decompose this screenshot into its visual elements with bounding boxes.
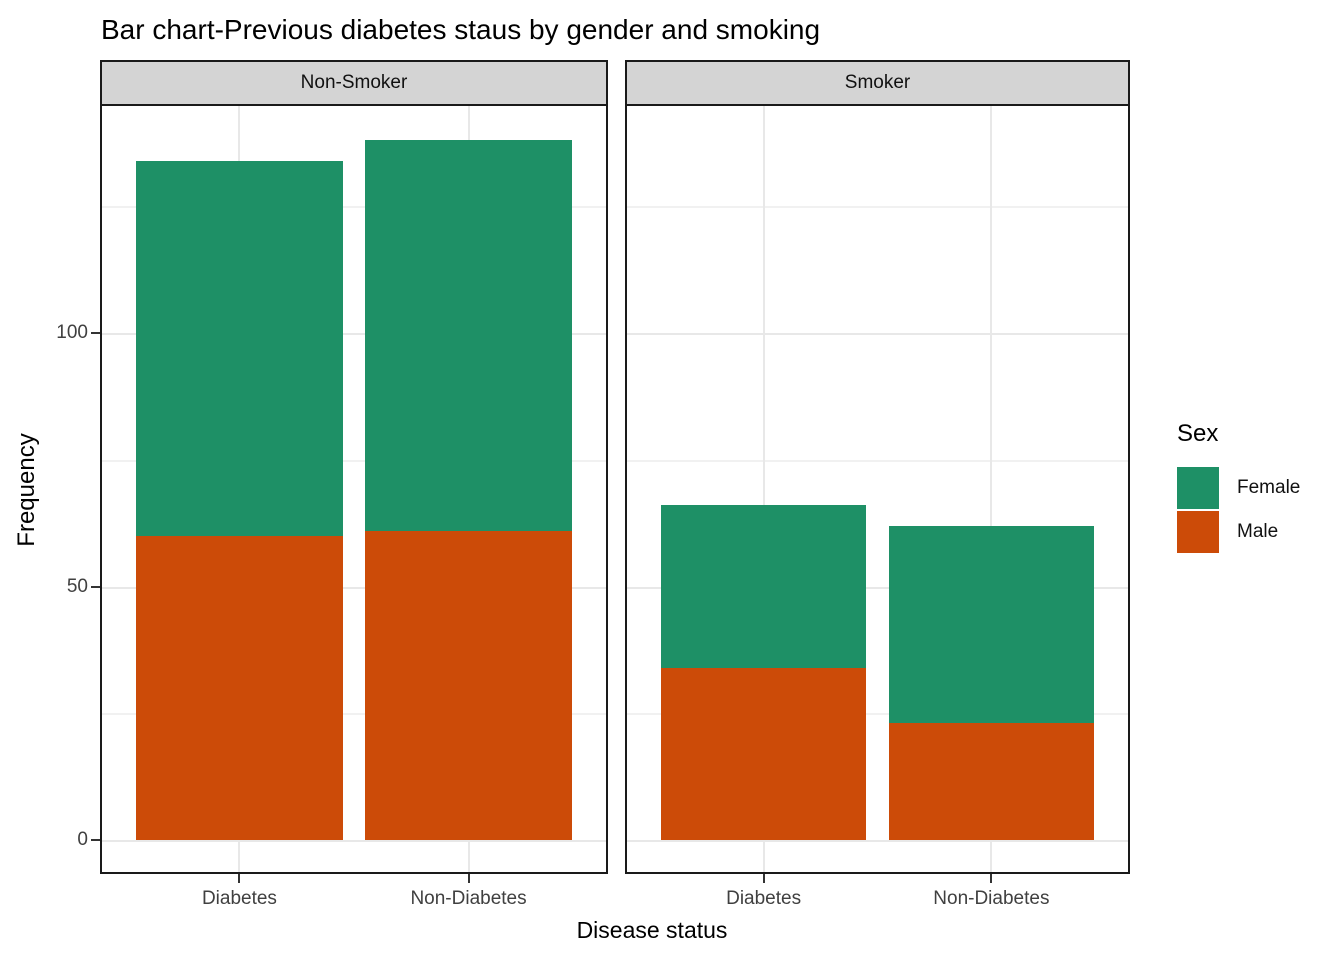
chart-title: Bar chart-Previous diabetes staus by gen… (101, 14, 821, 45)
y-axis-tick (91, 585, 100, 588)
bar-segment-male (888, 723, 1094, 840)
gridline-vertical (990, 106, 993, 872)
legend-item: Female (1177, 467, 1300, 509)
legend-title: Sex (1177, 420, 1219, 447)
legend-label: Female (1237, 477, 1301, 498)
gridline-minor (627, 459, 1128, 462)
x-tick-label: Diabetes (726, 888, 802, 909)
gridline-minor (102, 713, 606, 716)
bar-segment-male (365, 530, 572, 840)
panel (625, 104, 1130, 874)
gridline-major (102, 586, 606, 589)
x-axis-tick (467, 874, 470, 883)
facet-strip-label: Non-Smoker (300, 72, 408, 93)
y-tick-label: 100 (56, 322, 88, 343)
legend-items: Female Male (1177, 467, 1300, 553)
gridline-major (627, 333, 1128, 335)
legend: Sex Female Male (1177, 420, 1300, 555)
x-tick-label: Diabetes (201, 888, 277, 909)
legend-key-swatch (1177, 511, 1219, 553)
bar-segment-female (365, 140, 572, 531)
gridline-minor (627, 206, 1128, 209)
bar-segment-female (888, 525, 1094, 724)
gridline-major (627, 586, 1128, 589)
x-tick-label: Non-Diabetes (410, 888, 527, 909)
gridline-major (102, 840, 606, 842)
x-tick-label: Non-Diabetes (933, 888, 1050, 909)
bar-segment-female (661, 505, 867, 668)
gridline-minor (627, 713, 1128, 716)
bar-segment-female (136, 160, 343, 536)
gridline-minor (102, 459, 606, 462)
legend-item: Male (1177, 511, 1300, 553)
y-axis-title: Frequency (13, 433, 40, 547)
y-axis-tick (91, 332, 100, 334)
x-axis-tick (238, 874, 241, 883)
x-axis-title: Disease status (576, 917, 728, 943)
facet-strip-label: Smoker (844, 72, 911, 93)
x-axis-tick (762, 874, 765, 883)
y-tick-label: 50 (66, 575, 88, 597)
facet-strip: Non-Smoker (100, 60, 608, 106)
legend-label: Male (1237, 521, 1279, 542)
facet-strip: Smoker (625, 60, 1130, 106)
y-axis-tick (91, 839, 100, 841)
bar-segment-male (661, 667, 867, 840)
y-tick-label: 0 (77, 829, 88, 850)
gridline-major (102, 333, 606, 335)
bar-segment-male (136, 535, 343, 840)
gridline-vertical (762, 106, 765, 872)
x-axis-tick (990, 874, 993, 883)
gridline-major (627, 840, 1128, 842)
panel (100, 104, 608, 874)
legend-key-swatch (1177, 467, 1219, 509)
gridline-minor (102, 206, 606, 209)
